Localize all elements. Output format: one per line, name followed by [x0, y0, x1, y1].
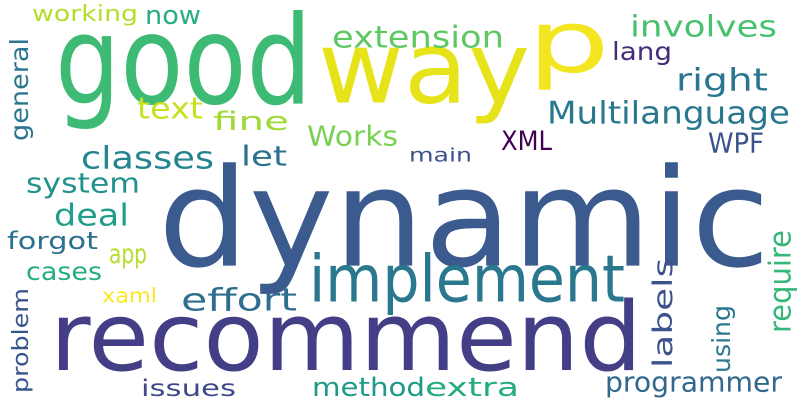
word-dynamic: dynamic	[158, 140, 770, 299]
word-text: text	[137, 91, 203, 126]
word-way: way	[318, 9, 530, 127]
word-require: require	[762, 230, 798, 333]
word-now: now	[145, 0, 201, 31]
word-xaml: xaml	[102, 285, 157, 308]
word-recommend: recommend	[50, 281, 642, 393]
word-system: system	[26, 167, 140, 201]
word-extra: extra	[425, 371, 519, 400]
word-wpf: WPF	[708, 127, 764, 161]
word-problem: problem	[8, 288, 34, 393]
word-deal: deal	[54, 197, 129, 233]
word-general: general	[5, 38, 35, 141]
word-fine: fine	[213, 105, 289, 137]
word-multilanguage: Multilanguage	[547, 95, 790, 132]
word-issues: issues	[141, 375, 236, 400]
word-implement: implement	[309, 241, 625, 317]
word-p: p	[527, 0, 610, 93]
word-good: good	[55, 0, 312, 133]
word-method: method	[312, 371, 425, 400]
word-labels: labels	[647, 258, 680, 368]
word-xml: XML	[501, 125, 552, 158]
word-forgot: forgot	[7, 227, 99, 256]
word-effort: effort	[181, 282, 297, 319]
word-main: main	[409, 144, 472, 166]
word-extension: extension	[332, 19, 504, 55]
word-working: working	[32, 1, 138, 27]
word-lang: lang	[612, 37, 672, 67]
word-using: using	[707, 305, 737, 373]
word-let: let	[241, 140, 287, 174]
word-involves: involves	[630, 9, 777, 44]
word-works: Works	[307, 120, 398, 154]
word-programmer: programmer	[605, 366, 782, 400]
word-app: app	[109, 238, 147, 271]
word-cases: cases	[26, 257, 102, 287]
word-classes: classes	[81, 140, 214, 177]
word-right: right	[676, 62, 768, 99]
